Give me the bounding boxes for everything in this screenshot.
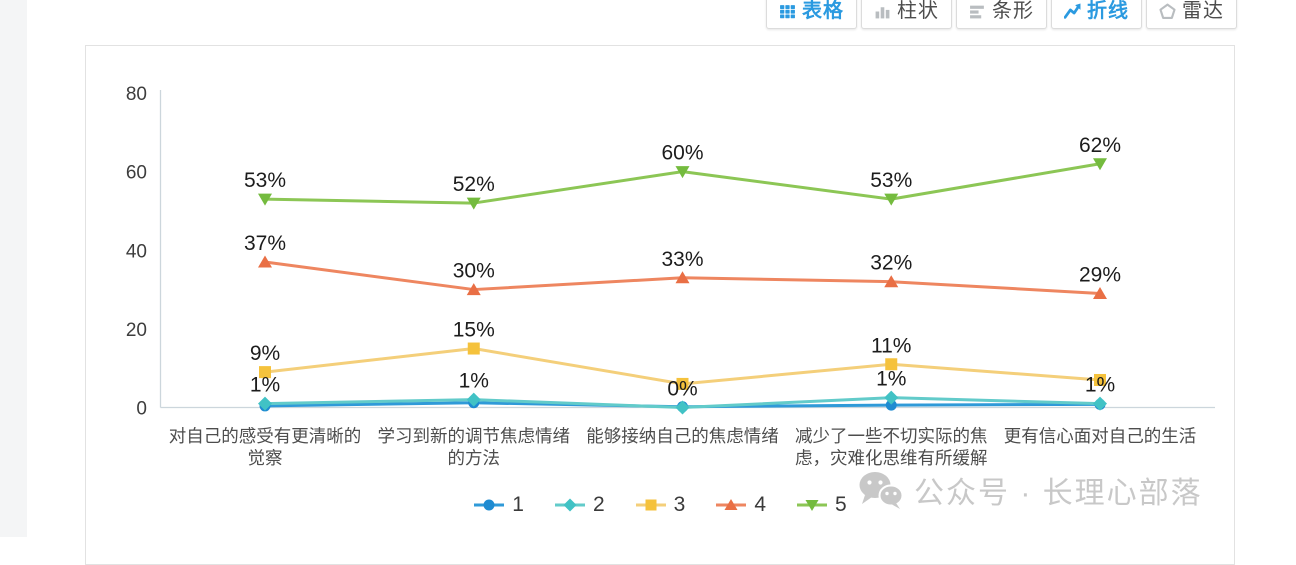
data-label-s2: 0% [667,378,697,401]
left-gutter [0,0,27,537]
y-tick-label: 0 [136,399,147,420]
y-tick-label: 60 [126,163,147,184]
data-label-s5: 60% [661,142,703,165]
data-label-s3: 9% [250,342,280,365]
table-grid-icon [780,4,795,18]
toolbar-button-radar[interactable]: 雷达 [1146,0,1237,29]
column-chart-icon [875,6,890,18]
toolbar-button-label: 柱状 [897,0,939,22]
marker-triangle-down-s5 [258,193,272,206]
marker-triangle-down-s5 [884,193,899,206]
line-chart: 0 20 40 60 80 1% 1% 0% 1% 1% 9% 15% 11% 37% 30% 33% 32% 2… [126,84,1215,468]
toolbar-button-label: 表格 [802,0,844,22]
data-label-s2: 1% [1085,374,1115,397]
data-label-s4: 30% [453,260,495,283]
legend-marker-triangle-down [797,500,828,511]
legend-item-2[interactable]: 2 [554,493,605,517]
toolbar-button-label: 折线 [1087,0,1129,22]
marker-triangle-down-s5 [1093,158,1107,171]
data-label-s5: 62% [1079,134,1121,157]
marker-triangle-up-s4 [466,283,481,296]
data-label-s2: 1% [459,370,489,393]
data-label-s5: 52% [453,173,495,196]
data-label-s2: 1% [876,368,906,391]
category-label-2: 学习到新的调节焦虑情绪 [378,426,571,446]
data-label-s4: 37% [244,232,286,255]
category-label-5: 更有信心面对自己的生活 [1004,426,1197,446]
legend-label: 2 [592,493,605,516]
marker-square-s3 [885,358,898,371]
data-label-s5: 53% [870,169,912,192]
category-label-1: 觉察 [248,448,283,468]
legend-marker-triangle-up [716,499,747,510]
marker-triangle-up-s4 [884,275,899,288]
marker-square-s3 [259,366,271,379]
marker-triangle-down-s5 [466,197,481,210]
marker-triangle-down-s5 [675,166,690,179]
marker-diamond-s2 [258,396,272,411]
legend-item-4[interactable]: 4 [715,493,766,517]
toolbar-button-column[interactable]: 柱状 [861,0,952,29]
toolbar-button-label: 条形 [992,0,1034,22]
line-chart-icon [1064,3,1081,19]
data-label-s4: 33% [661,248,703,271]
y-tick-label: 40 [126,241,147,262]
legend-marker-circle [474,499,505,511]
category-label-2: 的方法 [448,448,501,468]
data-label-s5: 53% [244,169,286,192]
data-label-s3: 11% [871,334,911,357]
bar-chart-icon [970,5,984,18]
legend-item-3[interactable]: 3 [635,493,686,517]
data-label-s2: 1% [250,374,280,397]
radar-chart-icon [1159,3,1176,19]
toolbar-button-bar[interactable]: 条形 [956,0,1047,29]
marker-diamond-s2 [466,392,481,407]
toolbar-button-line[interactable]: 折线 [1051,0,1142,29]
chart-legend: 1 2 3 4 5 [85,493,1235,517]
marker-triangle-up-s4 [675,271,690,284]
legend-label: 3 [673,493,686,516]
marker-square-s3 [467,342,480,355]
marker-circle-s1 [885,399,897,411]
legend-label: 5 [835,493,847,516]
marker-square-s3 [676,377,689,390]
category-label-4: 减少了一些不切实际的焦 [795,426,988,446]
marker-square-s3 [1094,373,1106,386]
legend-item-1[interactable]: 1 [473,493,524,517]
category-label-1: 对自己的感受有更清晰的 [169,426,362,446]
category-label-3: 能够接纳自己的焦虑情绪 [586,426,779,446]
y-tick-label: 80 [126,84,147,105]
chart-panel [85,45,1235,565]
marker-diamond-s2 [1093,396,1107,411]
category-label-4: 虑，灾难化思维有所缓解 [795,448,988,468]
legend-label: 1 [512,493,524,516]
marker-diamond-s2 [675,400,690,415]
legend-marker-diamond [554,498,585,512]
chart-type-toolbar: 表格 柱状 条形 折线 雷达 [766,0,1237,29]
toolbar-button-table[interactable]: 表格 [766,0,857,29]
legend-label: 4 [754,493,767,516]
legend-marker-square [635,499,666,511]
y-tick-label: 20 [126,320,147,341]
marker-diamond-s2 [884,390,899,405]
data-label-s3: 15% [453,319,495,342]
legend-item-5[interactable]: 5 [796,493,847,517]
data-label-s4: 32% [870,252,912,275]
marker-triangle-up-s4 [1093,286,1107,299]
marker-triangle-up-s4 [258,255,272,268]
toolbar-button-label: 雷达 [1182,0,1224,22]
data-label-s4: 29% [1079,263,1121,286]
